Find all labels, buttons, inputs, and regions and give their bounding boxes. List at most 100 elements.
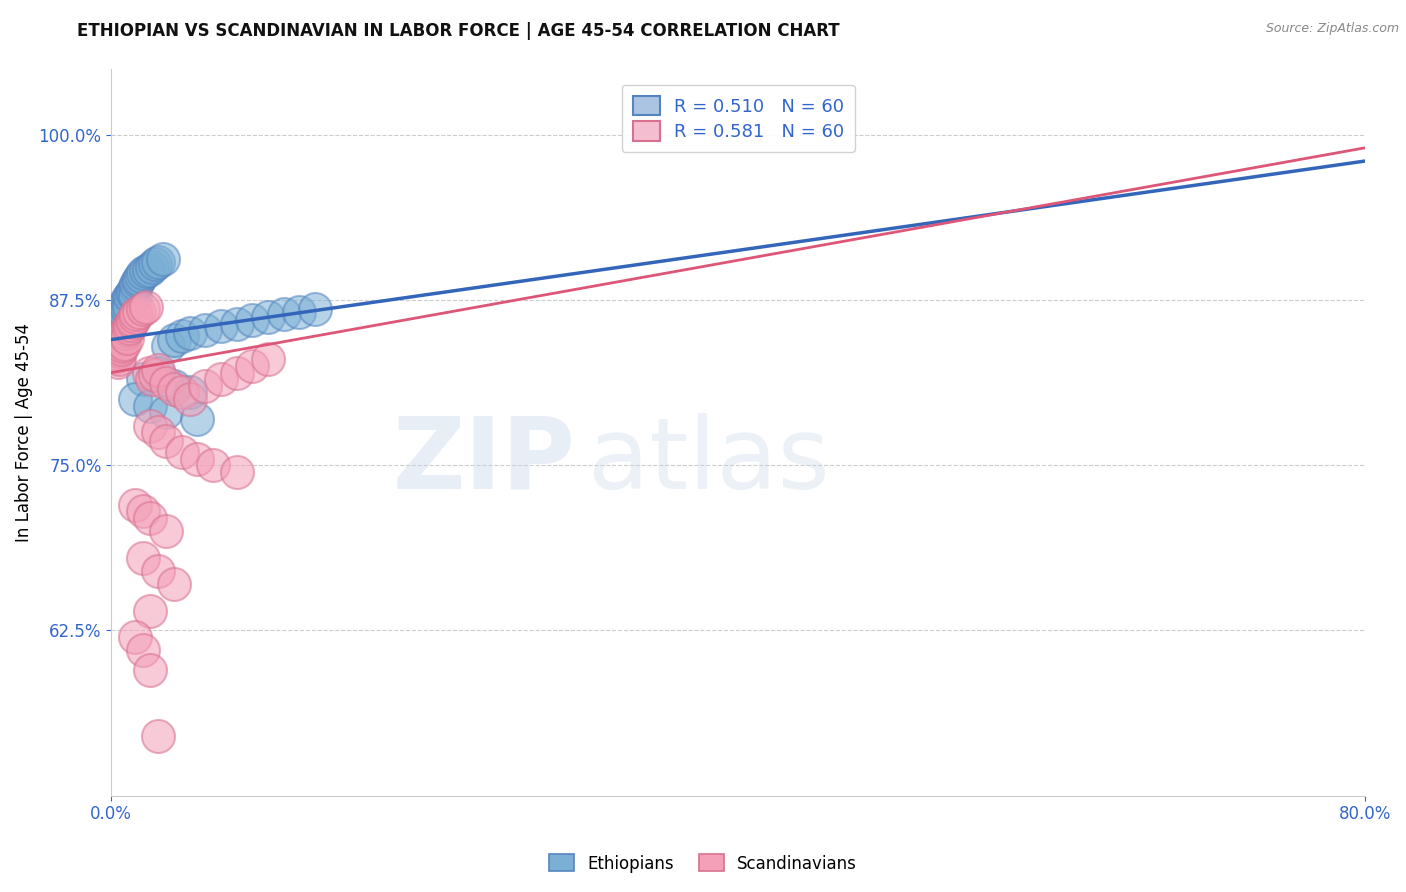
Point <box>124 289 146 303</box>
Point <box>107 328 129 343</box>
Point <box>124 392 146 406</box>
Point <box>112 300 135 314</box>
Point <box>209 319 232 334</box>
Point <box>170 385 193 400</box>
Point <box>107 323 129 337</box>
Point <box>163 382 186 396</box>
Point <box>257 352 280 367</box>
Point <box>240 359 263 373</box>
Point <box>138 366 160 380</box>
Point <box>121 286 143 301</box>
Point <box>139 663 162 677</box>
Point <box>131 267 153 281</box>
Point <box>117 320 139 334</box>
Point <box>143 368 166 383</box>
Point <box>139 604 162 618</box>
Point <box>112 309 135 323</box>
Point <box>120 289 142 303</box>
Point <box>131 643 153 657</box>
Legend: Ethiopians, Scandinavians: Ethiopians, Scandinavians <box>543 847 863 880</box>
Point <box>104 342 127 356</box>
Point <box>131 372 153 386</box>
Point <box>163 379 186 393</box>
Point <box>110 306 132 320</box>
Point <box>115 323 138 337</box>
Point <box>115 331 138 345</box>
Point <box>155 405 177 419</box>
Point <box>148 254 170 268</box>
Point <box>128 305 150 319</box>
Point <box>108 336 131 351</box>
Point <box>110 315 132 329</box>
Point <box>155 376 177 391</box>
Legend: R = 0.510   N = 60, R = 0.581   N = 60: R = 0.510 N = 60, R = 0.581 N = 60 <box>621 85 855 152</box>
Point <box>141 260 163 274</box>
Point <box>225 465 247 479</box>
Point <box>152 252 174 266</box>
Point <box>135 264 157 278</box>
Point <box>107 355 129 369</box>
Point <box>131 504 153 518</box>
Point <box>108 352 131 367</box>
Point <box>125 308 148 322</box>
Point <box>148 366 170 380</box>
Point <box>115 293 138 307</box>
Point <box>148 729 170 743</box>
Point <box>107 315 129 329</box>
Point <box>107 339 129 353</box>
Point <box>121 315 143 329</box>
Point <box>179 392 201 406</box>
Point <box>148 564 170 578</box>
Point <box>124 279 146 293</box>
Point <box>112 336 135 351</box>
Point <box>114 306 136 320</box>
Point <box>273 308 295 322</box>
Point <box>240 312 263 326</box>
Point <box>155 524 177 539</box>
Point <box>104 350 127 364</box>
Point <box>108 318 131 332</box>
Point <box>170 328 193 343</box>
Point <box>107 347 129 361</box>
Point <box>103 339 125 353</box>
Point <box>122 284 145 298</box>
Point <box>143 257 166 271</box>
Point <box>114 297 136 311</box>
Point <box>194 379 217 393</box>
Point <box>163 333 186 347</box>
Point <box>103 312 125 326</box>
Point <box>103 346 125 360</box>
Point <box>111 331 134 345</box>
Point <box>111 339 134 353</box>
Text: ZIP: ZIP <box>392 413 575 509</box>
Point <box>225 366 247 380</box>
Point <box>202 458 225 473</box>
Point <box>304 302 326 317</box>
Point <box>139 418 162 433</box>
Point <box>179 385 201 400</box>
Point <box>104 319 127 334</box>
Point <box>104 312 127 326</box>
Point <box>148 425 170 439</box>
Point <box>127 274 149 288</box>
Point <box>257 310 280 324</box>
Point <box>115 302 138 317</box>
Point <box>139 399 162 413</box>
Point <box>170 445 193 459</box>
Point <box>125 277 148 291</box>
Point <box>124 498 146 512</box>
Point <box>288 305 311 319</box>
Point <box>129 269 152 284</box>
Point <box>163 577 186 591</box>
Point <box>104 326 127 340</box>
Point <box>194 323 217 337</box>
Point <box>148 363 170 377</box>
Point <box>108 310 131 324</box>
Point <box>110 342 132 356</box>
Point <box>111 303 134 318</box>
Point <box>103 319 125 334</box>
Point <box>131 302 153 317</box>
Point <box>209 372 232 386</box>
Point <box>124 310 146 324</box>
Y-axis label: In Labor Force | Age 45-54: In Labor Force | Age 45-54 <box>15 323 32 541</box>
